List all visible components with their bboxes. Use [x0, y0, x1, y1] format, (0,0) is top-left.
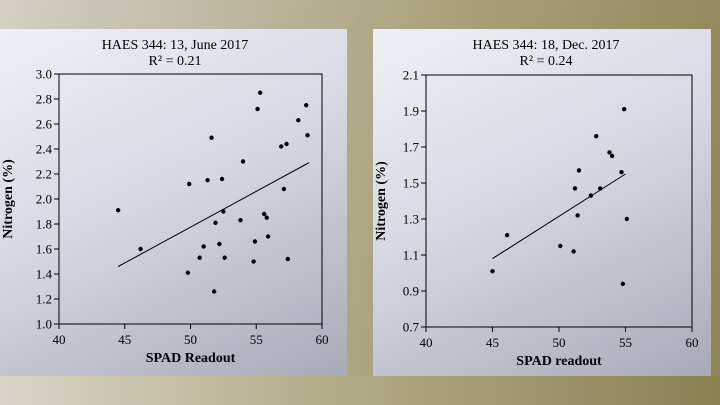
chart0-plot-frame — [58, 73, 323, 325]
chart0-y-tick-label: 1.2 — [36, 292, 52, 307]
chart0-data-point — [205, 178, 210, 183]
chart1-x-tick-label: 40 — [420, 335, 433, 350]
chart1-data-point — [598, 186, 603, 191]
chart0-data-point — [281, 186, 287, 192]
chart0-data-point — [222, 255, 227, 260]
chart0-data-point — [209, 135, 214, 140]
chart-panel-december: HAES 344: 18, Dec. 2017 R² = 0.24 40 45 50 55… — [373, 29, 711, 376]
chart1-x-tick-label: 55 — [619, 335, 632, 350]
chart0-y-tick-label: 1.6 — [36, 242, 53, 257]
chart-panel-june: HAES 344: 13, June 2017 R² = 0.21 40 45 50 55… — [0, 29, 347, 376]
chart0-data-point — [305, 133, 310, 138]
chart0-y-tick-label: 2.0 — [36, 192, 52, 207]
chart0-x-tick-label: 40 — [53, 332, 66, 347]
chart0-data-point — [264, 215, 269, 220]
chart1-y-tick-label: 1.1 — [403, 248, 419, 263]
chart1-data-point — [619, 170, 624, 175]
chart0-y-tick-label: 2.4 — [36, 142, 53, 157]
chart0-data-point — [255, 106, 260, 112]
chart1-trendline — [492, 173, 626, 260]
chart0-x-tick-label: 50 — [184, 332, 197, 347]
chart0-data-point — [284, 141, 289, 147]
chart0-data-point — [197, 255, 202, 260]
chart0-data-point — [219, 176, 225, 182]
chart0-y-tick-label: 3.0 — [36, 67, 52, 82]
chart1-data-point — [571, 249, 576, 254]
chart0-y-tick-label: 1.0 — [36, 317, 52, 332]
chart0-data-point — [261, 211, 267, 217]
chart1-y-tick-label: 2.1 — [403, 68, 419, 83]
chart1-data-point — [624, 216, 630, 222]
chart1-data-point — [620, 281, 626, 286]
chart0-data-point — [279, 144, 284, 149]
chart1-data-point — [558, 243, 563, 249]
chart0-x-tick-label: 60 — [316, 332, 329, 347]
chart0-data-point — [251, 259, 256, 264]
chart0-data-point — [201, 244, 206, 249]
chart1-y-tick-label: 1.7 — [403, 140, 420, 155]
chart0-trendline — [117, 162, 310, 267]
chart1-x-axis-label: SPAD readout — [516, 354, 602, 369]
chart0-y-tick-label: 2.2 — [36, 167, 52, 182]
chart1-data-point — [588, 193, 594, 198]
chart1-y-tick-label: 0.7 — [403, 320, 420, 335]
chart1-x-tick-label: 50 — [553, 335, 566, 350]
chart1-data-point — [621, 107, 627, 112]
chart0-data-point — [252, 239, 258, 244]
chart1-x-tick-label: 60 — [686, 335, 699, 350]
chart0-x-axis-label: SPAD Readout — [146, 351, 236, 366]
chart0-data-point — [304, 103, 309, 108]
chart0-x-tick-label: 45 — [118, 332, 131, 347]
chart1-r-squared: R² = 0.24 — [520, 54, 573, 69]
chart1-data-point — [594, 134, 599, 139]
chart0-data-point — [186, 181, 192, 187]
bottom-strip — [0, 376, 720, 405]
chart1-data-point — [572, 186, 578, 191]
chart1-data-point — [490, 269, 495, 274]
chart0-x-tick-label: 55 — [250, 332, 263, 347]
chart1-y-tick-label: 0.9 — [403, 284, 419, 299]
chart1-y-tick-label: 1.3 — [403, 212, 419, 227]
chart0-data-point — [296, 118, 301, 123]
chart1-y-tick-label: 1.5 — [403, 176, 419, 191]
chart0-data-point — [138, 246, 143, 252]
chart0-data-point — [211, 289, 217, 294]
chart1-x-tick-label: 45 — [486, 335, 499, 350]
chart1-title: HAES 344: 18, Dec. 2017 — [473, 38, 620, 53]
chart0-data-point — [257, 90, 263, 95]
chart0-y-tick-label: 2.8 — [36, 92, 52, 107]
chart0-data-point — [115, 208, 121, 213]
chart0-title: HAES 344: 13, June 2017 — [102, 38, 249, 53]
chart1-data-point — [575, 213, 580, 218]
chart1-plot-frame — [425, 74, 693, 328]
chart0-y-axis-label: Nitrogen (%) — [1, 159, 16, 239]
chart0-y-tick-label: 1.4 — [36, 267, 53, 282]
chart1-data-point — [504, 233, 510, 238]
chart1-y-axis-label: Nitrogen (%) — [374, 161, 389, 241]
chart0-data-point — [217, 241, 222, 247]
chart0-data-point — [185, 270, 191, 275]
chart0-y-tick-label: 1.8 — [36, 217, 52, 232]
chart1-data-point — [576, 168, 582, 173]
chart1-y-tick-label: 1.9 — [403, 104, 419, 119]
chart0-y-tick-label: 2.6 — [36, 117, 53, 132]
chart0-data-point — [213, 220, 218, 225]
chart0-r-squared: R² = 0.21 — [149, 54, 202, 69]
chart0-data-point — [221, 209, 226, 214]
chart1-data-point — [610, 153, 615, 159]
chart0-data-point — [240, 159, 246, 164]
chart1-data-point — [607, 150, 612, 155]
chart0-data-point — [265, 234, 271, 239]
chart0-data-point — [285, 256, 291, 262]
chart0-data-point — [238, 218, 243, 223]
